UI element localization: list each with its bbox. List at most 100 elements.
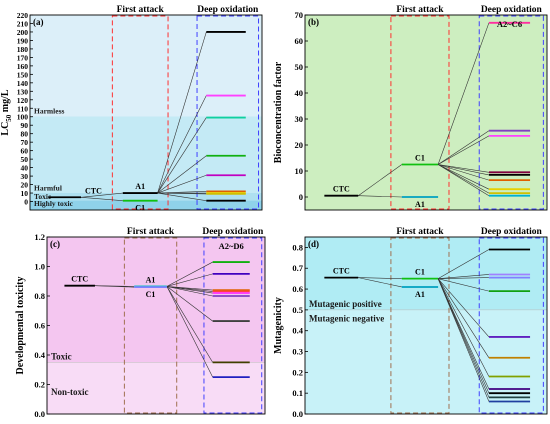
zone-label: Highly toxic <box>34 199 74 208</box>
connector-line <box>437 135 490 165</box>
connector-line <box>157 192 207 201</box>
level-label-ctc: CTC <box>333 185 350 194</box>
y-tick-label: 0.5 <box>292 305 303 315</box>
y-tick-label: 10 <box>21 189 29 198</box>
deep-oxidation-label: Deep oxidation <box>202 227 264 237</box>
first-attack-box <box>390 237 450 414</box>
connector-line <box>437 164 490 190</box>
zone-label: Mutagenic negative <box>309 313 384 323</box>
y-tick-label: 90 <box>21 121 29 130</box>
y-tick-label: 0.6 <box>34 321 45 331</box>
connector-line <box>81 196 123 201</box>
connector-line <box>437 278 490 338</box>
connector-line <box>166 286 213 363</box>
y-tick-label: 100 <box>17 113 29 122</box>
level-label-first: A1 <box>415 200 425 209</box>
zone-band <box>305 309 547 414</box>
deep-oxidation-box <box>478 237 544 414</box>
panel-label: (d) <box>308 239 319 249</box>
panel-label: (b) <box>308 17 319 27</box>
zone-band <box>47 237 265 363</box>
y-tick-label: 1.0 <box>34 262 45 272</box>
y-axis-label: LC50 mg/L <box>0 89 13 136</box>
y-tick-label: 0 <box>24 198 28 207</box>
y-tick-label: 140 <box>17 79 29 88</box>
first-attack-box <box>390 15 450 210</box>
level-label-ctc: CTC <box>333 267 350 276</box>
connector-line <box>437 130 490 165</box>
first-attack-label: First attack <box>396 5 444 15</box>
group-label: A2~C6 <box>497 19 522 29</box>
connector-line <box>166 286 213 297</box>
connector-line <box>438 164 489 173</box>
y-tick-label: 170 <box>17 53 29 62</box>
deep-oxidation-label: Deep oxidation <box>481 227 543 237</box>
y-tick-label: 50 <box>21 155 29 164</box>
y-tick-label: 0 <box>299 192 303 202</box>
deep-oxidation-box <box>203 237 263 414</box>
connector-line <box>437 278 490 358</box>
zone-band <box>30 15 262 117</box>
y-tick-label: 0.8 <box>34 291 45 301</box>
y-tick-label: 30 <box>295 114 304 124</box>
y-tick-label: 10 <box>295 166 304 176</box>
zone-band <box>47 362 265 414</box>
connector-line <box>438 277 489 279</box>
level-label-first: A1 <box>415 290 425 299</box>
first-attack-label: First attack <box>117 5 165 15</box>
connector-line <box>438 278 489 292</box>
zone-label: Toxic <box>34 192 52 201</box>
y-tick-label: 150 <box>17 70 29 79</box>
connector-line <box>358 164 402 196</box>
y-tick-label: 220 <box>17 11 29 20</box>
connector-line <box>358 195 402 198</box>
y-tick-label: 200 <box>17 28 29 37</box>
y-tick-label: 40 <box>295 88 304 98</box>
plot-background <box>305 15 547 210</box>
y-axis-label: Mutagenicity <box>273 297 284 354</box>
connector-line <box>438 164 490 181</box>
plot-frame <box>304 14 548 211</box>
connector-line <box>157 31 207 194</box>
connector-line <box>81 192 123 198</box>
level-label-first: A1 <box>135 182 145 191</box>
y-tick-label: 0.8 <box>292 242 303 252</box>
connector-line <box>358 277 402 288</box>
connector-line <box>166 286 213 378</box>
plot-frame <box>29 14 263 211</box>
y-tick-label: 0.6 <box>292 284 303 294</box>
y-tick-label: 110 <box>17 104 28 113</box>
connector-line <box>437 164 490 194</box>
y-tick-label: 0.4 <box>292 326 303 336</box>
y-tick-label: 0.4 <box>34 350 45 360</box>
level-label-first: C1 <box>415 268 425 277</box>
connector-line <box>437 278 490 377</box>
connector-line <box>437 278 490 402</box>
y-tick-label: 0.1 <box>292 388 303 398</box>
first-attack-box <box>111 15 169 210</box>
y-tick-label: 70 <box>295 10 304 20</box>
connector-line <box>94 285 135 288</box>
connector-line <box>358 277 402 279</box>
zone-label: Non-toxic <box>51 387 89 397</box>
y-tick-label: 0.2 <box>292 367 303 377</box>
y-tick-label: 20 <box>295 140 304 150</box>
zone-label: Harmless <box>34 106 64 115</box>
y-tick-label: 80 <box>21 130 29 139</box>
y-axis-label: Bioconcentration factor <box>273 61 284 163</box>
y-tick-label: 0.0 <box>34 409 45 419</box>
connector-line <box>166 286 213 294</box>
panel-label: (a) <box>33 17 44 27</box>
panel-c: Toxic Non-toxic First attack Deep oxidation… <box>15 227 266 419</box>
level-label-first: C1 <box>135 204 145 213</box>
level-label-first: C1 <box>146 290 156 299</box>
y-tick-label: 190 <box>17 36 29 45</box>
connector-line <box>166 286 213 322</box>
plot-frame <box>304 236 548 415</box>
connector-line <box>437 22 490 165</box>
y-tick-label: 120 <box>17 96 29 105</box>
deep-oxidation-box <box>196 15 260 210</box>
y-axis-label: Developmental toxicity <box>15 276 26 374</box>
